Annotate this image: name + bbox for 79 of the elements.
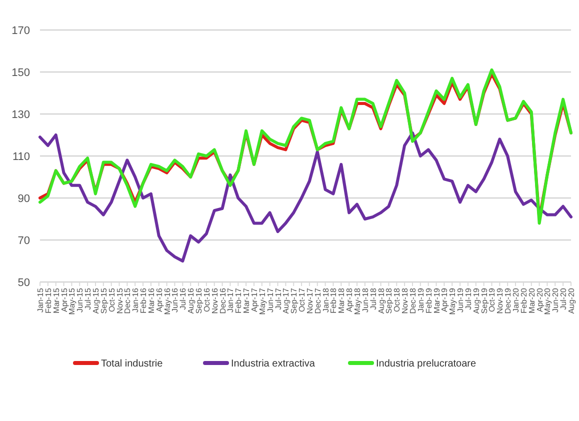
x-tick-label: Jan-20 — [512, 287, 521, 312]
x-tick-label: Feb-15 — [44, 287, 53, 314]
x-tick-label: Apr-16 — [154, 287, 164, 312]
x-tick-label: May-18 — [353, 287, 362, 315]
x-tick-label: Feb-20 — [519, 287, 528, 314]
x-tick-label: Sep-16 — [194, 287, 204, 314]
x-tick-label: Jun-16 — [170, 287, 180, 312]
x-tick-label: Oct-15 — [107, 287, 116, 312]
x-tick-label: Jun-20 — [551, 287, 560, 312]
x-tick-label: Apr-19 — [440, 287, 450, 312]
x-tick-label: Dec-18 — [408, 287, 418, 314]
y-tick-label: 90 — [18, 192, 30, 205]
x-tick-label: Jul-16 — [178, 287, 188, 310]
x-tick-label: Mar-17 — [242, 287, 252, 314]
y-tick-label: 110 — [12, 150, 30, 163]
x-tick-label: Sep-18 — [384, 287, 394, 314]
x-tick-label: Oct-19 — [488, 287, 497, 312]
x-tick-label: Sep-19 — [480, 287, 489, 314]
x-tick-label: May-19 — [448, 287, 458, 315]
x-tick-label: Oct-16 — [202, 287, 212, 312]
x-tick-label: May-15 — [68, 287, 77, 315]
x-tick-label: Jul-17 — [274, 287, 283, 310]
x-tick-label: Jan-16 — [131, 287, 140, 312]
x-tick-label: Jan-17 — [226, 287, 236, 312]
x-tick-label: Apr-18 — [345, 287, 354, 312]
x-tick-label: Oct-17 — [298, 287, 307, 312]
y-tick-label: 50 — [18, 276, 30, 289]
x-tick-label: Dec-17 — [313, 287, 322, 314]
x-tick-label: Mar-20 — [527, 287, 536, 314]
x-tick-label: Oct-18 — [392, 287, 402, 312]
x-tick-label: Jul-15 — [84, 287, 93, 310]
x-tick-label: Jun-15 — [76, 287, 85, 312]
x-tick-label: Feb-18 — [329, 287, 338, 314]
x-tick-label: Dec-15 — [123, 287, 132, 314]
x-tick-label: Aug-20 — [567, 287, 576, 314]
x-tick-label: Nov-19 — [496, 287, 505, 314]
x-tick-label: Jan-18 — [321, 287, 330, 312]
x-tick-label: May-16 — [162, 287, 172, 315]
x-tick-label: Aug-19 — [472, 287, 481, 314]
x-tick-label: Feb-16 — [139, 287, 148, 314]
x-tick-label: Nov-16 — [210, 287, 220, 314]
x-tick-label: Mar-16 — [146, 287, 156, 314]
x-tick-label: Apr-20 — [535, 287, 544, 312]
x-tick-label: Apr-17 — [250, 287, 259, 312]
x-tick-label: Nov-18 — [400, 287, 410, 314]
x-tick-label: Apr-15 — [60, 287, 69, 312]
x-tick-label: Sep-15 — [99, 287, 108, 314]
x-tick-label: Jul-20 — [559, 287, 568, 310]
x-tick-label: Nov-15 — [115, 287, 124, 314]
x-tick-label: Feb-19 — [424, 287, 434, 314]
x-tick-label: Sep-17 — [290, 287, 299, 314]
x-tick-label: Jan-15 — [36, 287, 45, 312]
y-tick-label: 170 — [12, 24, 30, 37]
line-series — [38, 131, 572, 262]
legend-label: Total industrie — [101, 358, 164, 370]
x-tick-label: Jun-17 — [266, 287, 275, 312]
legend-label: Industria extractiva — [231, 358, 316, 370]
y-tick-label: 150 — [12, 66, 30, 79]
x-tick-label: Aug-17 — [282, 287, 291, 314]
legend-label: Industria prelucratoare — [376, 358, 476, 370]
x-tick-label: May-20 — [543, 287, 552, 315]
y-tick-label: 70 — [18, 234, 30, 247]
x-tick-label: Jun-18 — [360, 287, 370, 312]
x-tick-label: Jan-19 — [416, 287, 426, 312]
x-tick-label: Nov-17 — [305, 287, 314, 314]
x-tick-label: Dec-19 — [504, 287, 513, 314]
x-tick-label: Dec-16 — [218, 287, 228, 314]
x-tick-label: Aug-18 — [376, 287, 386, 314]
x-tick-label: Feb-17 — [234, 287, 244, 314]
x-tick-label: May-17 — [258, 287, 267, 315]
x-tick-label: Mar-15 — [52, 287, 61, 314]
x-tick-label: Mar-18 — [337, 287, 346, 314]
x-tick-label: Mar-19 — [432, 287, 442, 314]
x-tick-label: Aug-15 — [91, 287, 100, 314]
y-tick-label: 130 — [12, 108, 30, 121]
x-tick-label: Aug-16 — [186, 287, 196, 314]
x-tick-label: Jun-19 — [456, 287, 466, 312]
x-tick-label: Jul-19 — [464, 287, 473, 310]
x-tick-label: Jul-18 — [368, 287, 378, 310]
